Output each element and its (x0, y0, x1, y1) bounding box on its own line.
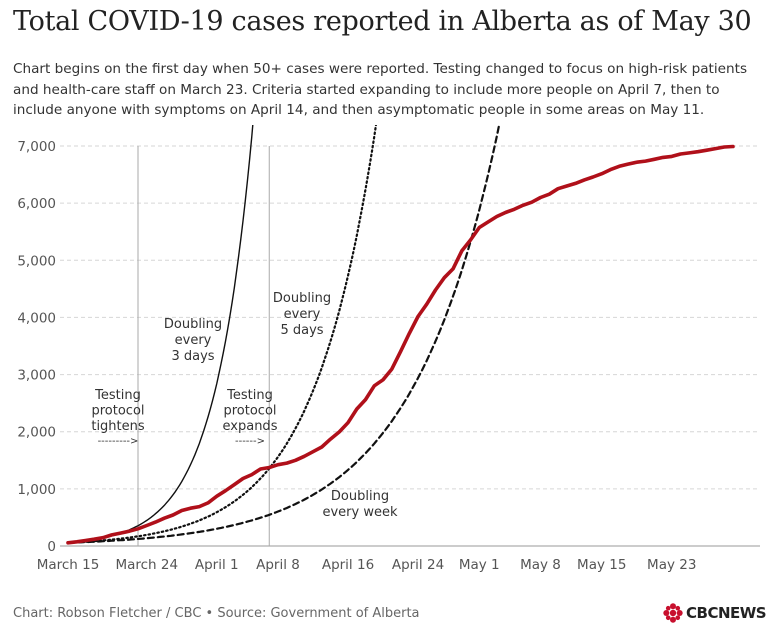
annotations: Testingprotocoltightens--------->Testing… (91, 291, 398, 520)
y-axis-ticks: 0 1,000 2,000 3,000 4,000 5,000 6,000 7,000 (17, 139, 56, 555)
x-tick-label: March 24 (115, 557, 178, 573)
doubling-label: every (284, 307, 321, 322)
doubling-label: Doubling (164, 317, 222, 332)
doubling-label: Doubling (273, 291, 331, 306)
x-tick-label: April 24 (392, 557, 444, 573)
x-tick-label: April 16 (322, 557, 374, 573)
x-axis-ticks: March 15 March 24 April 1 April 8 April 16 Ap… (37, 557, 697, 573)
event-marker-label: Testing (94, 388, 141, 403)
event-marker-label: expands (223, 419, 278, 434)
y-tick-label: 6,000 (17, 196, 56, 212)
x-tick-label: April 8 (256, 557, 300, 573)
event-marker-label: tightens (91, 419, 145, 434)
y-tick-label: 1,000 (17, 482, 56, 498)
x-tick-label: May 1 (459, 557, 500, 573)
y-tick-label: 0 (47, 539, 56, 555)
doubling-line-3-days (67, 125, 254, 544)
doubling-line-5-days (66, 125, 378, 544)
y-tick-label: 3,000 (17, 368, 56, 384)
event-marker-label: Testing (226, 388, 273, 403)
y-tick-label: 7,000 (17, 139, 56, 155)
cbc-gem-icon (663, 603, 683, 623)
x-tick-label: May 15 (577, 557, 626, 573)
x-tick-label: May 8 (520, 557, 561, 573)
event-markers (137, 146, 270, 546)
chart-title: Total COVID-19 cases reported in Alberta… (13, 6, 752, 37)
event-marker-arrow: ---------> (98, 436, 139, 447)
doubling-label: every (175, 333, 212, 348)
x-tick-label: March 15 (37, 557, 100, 573)
chart-subtitle: Chart begins on the first day when 50+ c… (13, 61, 748, 118)
doubling-line-7-days (66, 125, 501, 544)
cbc-news-logo: CBCNEWS (663, 602, 767, 624)
doubling-label: every week (322, 505, 397, 520)
doubling-label: 3 days (171, 349, 214, 364)
y-tick-label: 5,000 (17, 253, 56, 269)
x-tick-label: May 23 (647, 557, 696, 573)
chart-canvas: 0 1,000 2,000 3,000 4,000 5,000 6,000 7,000 Mar… (17, 125, 760, 573)
source-credit: Chart: Robson Fletcher / CBC • Source: G… (13, 606, 420, 621)
doubling-label: 5 days (280, 323, 323, 338)
case-series (66, 144, 735, 545)
total-cases-line (66, 144, 735, 545)
event-marker-label: protocol (91, 404, 144, 419)
x-tick-label: April 1 (195, 557, 239, 573)
y-gridlines (60, 145, 760, 547)
y-tick-label: 4,000 (17, 310, 56, 326)
doubling-label: Doubling (331, 489, 389, 504)
y-tick-label: 2,000 (17, 425, 56, 441)
cbc-news-wordmark: CBCNEWS (686, 604, 767, 622)
event-marker-arrow: ------> (235, 436, 265, 447)
event-marker-label: protocol (223, 404, 276, 419)
